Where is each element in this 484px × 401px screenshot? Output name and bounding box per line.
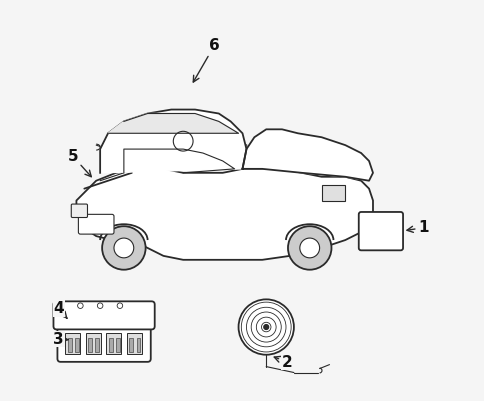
Circle shape bbox=[238, 300, 293, 355]
FancyBboxPatch shape bbox=[71, 204, 87, 217]
Text: 1: 1 bbox=[406, 220, 428, 235]
Bar bbox=[321, 185, 345, 200]
FancyBboxPatch shape bbox=[57, 320, 151, 362]
Circle shape bbox=[97, 303, 103, 308]
FancyBboxPatch shape bbox=[53, 301, 154, 329]
Polygon shape bbox=[242, 129, 372, 181]
Bar bbox=[88, 338, 92, 352]
Polygon shape bbox=[100, 109, 246, 173]
Circle shape bbox=[77, 303, 83, 308]
Bar bbox=[106, 333, 121, 354]
Text: 2: 2 bbox=[273, 354, 292, 370]
Circle shape bbox=[263, 325, 268, 329]
Circle shape bbox=[287, 226, 331, 270]
Text: 3: 3 bbox=[53, 332, 68, 346]
FancyBboxPatch shape bbox=[358, 212, 402, 250]
Circle shape bbox=[299, 238, 319, 258]
Text: 5: 5 bbox=[68, 149, 91, 177]
Circle shape bbox=[117, 303, 122, 308]
Polygon shape bbox=[76, 169, 372, 260]
Bar bbox=[108, 338, 113, 352]
Circle shape bbox=[114, 238, 134, 258]
Bar bbox=[68, 338, 72, 352]
Bar bbox=[136, 338, 140, 352]
FancyBboxPatch shape bbox=[78, 215, 114, 234]
Bar bbox=[75, 338, 78, 352]
Bar bbox=[86, 333, 101, 354]
Bar bbox=[65, 333, 80, 354]
Text: 6: 6 bbox=[193, 38, 219, 82]
Polygon shape bbox=[108, 113, 238, 133]
Circle shape bbox=[102, 226, 145, 270]
Text: 4: 4 bbox=[53, 301, 67, 318]
Bar bbox=[129, 338, 133, 352]
Bar bbox=[95, 338, 99, 352]
Bar bbox=[116, 338, 120, 352]
Bar bbox=[127, 333, 142, 354]
